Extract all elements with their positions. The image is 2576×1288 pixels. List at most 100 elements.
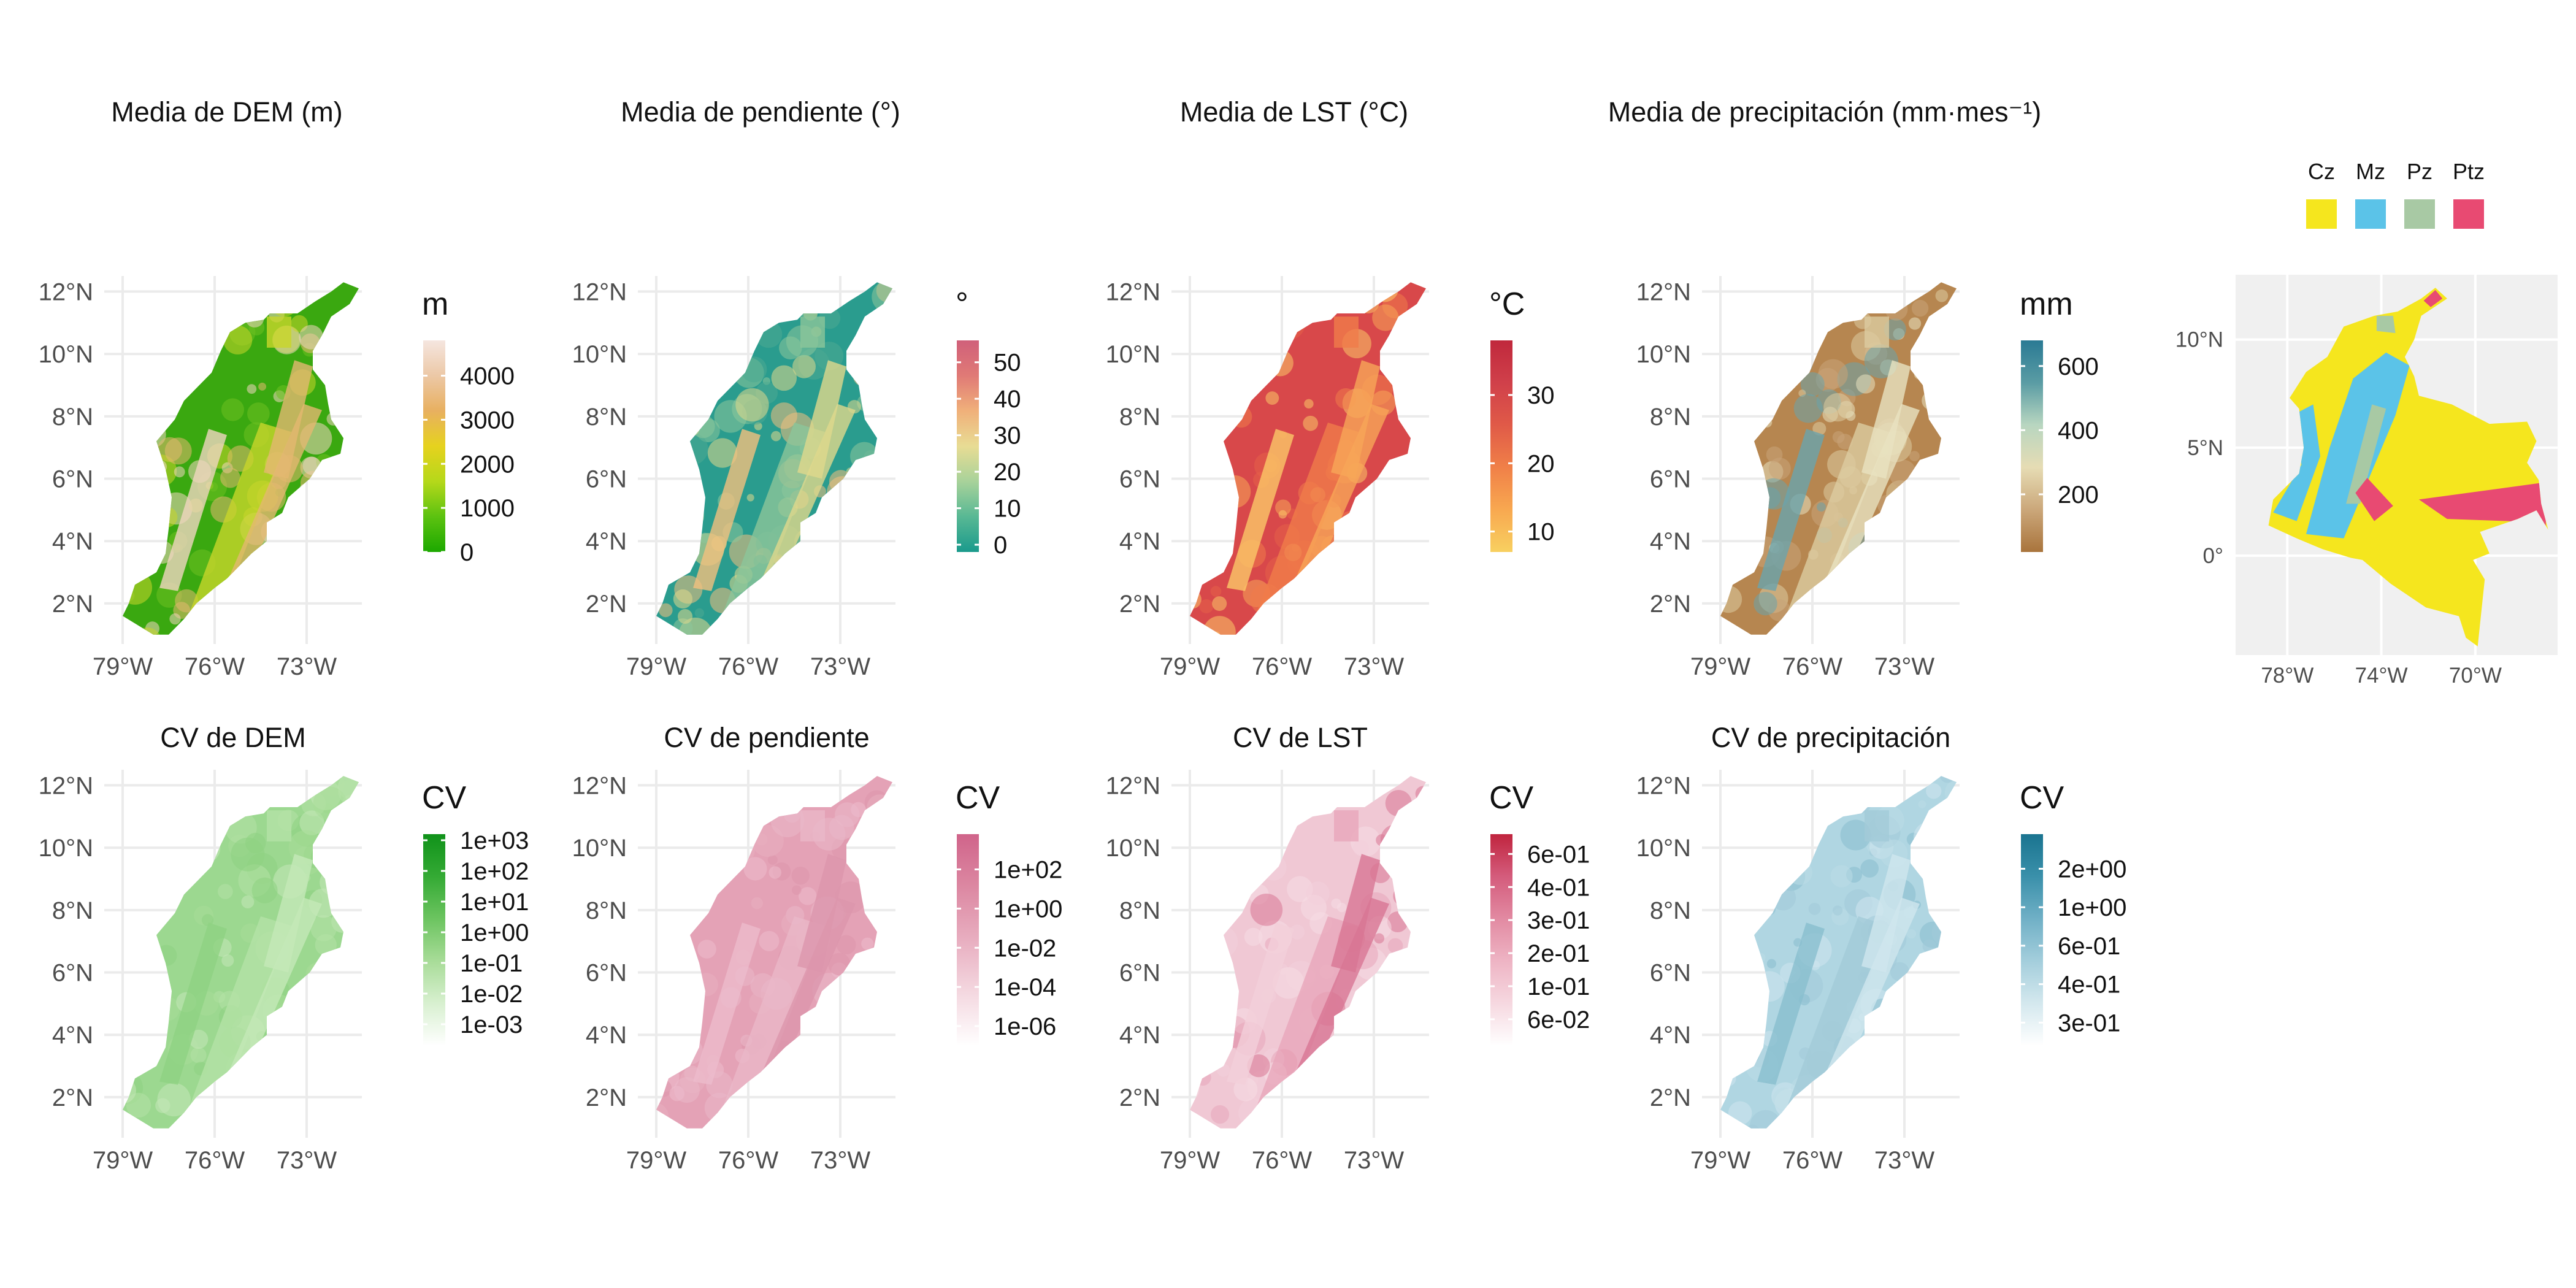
map-texture [1273, 967, 1305, 999]
map-texture [1720, 946, 1721, 979]
era-pz-area [2346, 404, 2386, 504]
map-texture [1720, 375, 1734, 398]
map-texture [1411, 1100, 1426, 1129]
map-texture [1722, 313, 1741, 334]
map-texture [224, 302, 234, 312]
y-tick-label: 2°N [1119, 591, 1160, 618]
map-texture [1379, 994, 1397, 1010]
map-texture [1729, 1045, 1738, 1054]
map-texture [1287, 876, 1313, 902]
panel-title: Media de precipitación (mm·mes⁻¹) [1608, 96, 2041, 128]
legend-tick-label: 20 [994, 459, 1021, 486]
map-texture [326, 412, 340, 426]
map-texture [295, 555, 307, 567]
map-texture [637, 938, 655, 956]
map-texture [1392, 826, 1426, 861]
map-texture [201, 616, 236, 635]
map-range-band [1785, 916, 1889, 1122]
map-texture [1862, 294, 1876, 308]
map-texture [123, 807, 148, 833]
map-texture [325, 603, 347, 625]
x-tick-label: 79°W [1160, 653, 1220, 680]
map-texture [1346, 776, 1357, 784]
map-texture [1202, 392, 1213, 403]
inset-y-tick-label: 5°N [2187, 436, 2223, 460]
map-texture [160, 776, 181, 790]
map-texture [1391, 522, 1424, 554]
map-texture [345, 932, 359, 947]
map-texture [1254, 827, 1283, 856]
y-tick-label: 8°N [1650, 404, 1691, 431]
map-texture [1698, 1051, 1711, 1065]
map-texture [1260, 854, 1287, 881]
map-texture [682, 419, 700, 437]
map-texture [722, 804, 749, 832]
map-texture [169, 613, 181, 625]
map-texture [1193, 321, 1221, 349]
map-texture [1191, 1130, 1203, 1143]
map-range-band [1254, 916, 1359, 1122]
map-texture [1272, 307, 1306, 340]
map-texture [1720, 1041, 1722, 1063]
colorbar-legend: mm 200 400 600 [2020, 286, 2099, 552]
map-texture [838, 585, 871, 618]
map-range-band [1785, 423, 1889, 629]
map-texture [671, 776, 700, 803]
map-texture [1217, 475, 1251, 508]
raster-map [123, 282, 359, 635]
map-texture [1757, 383, 1779, 407]
map-texture [1213, 776, 1245, 789]
map-texture [877, 929, 888, 939]
map-texture [746, 494, 754, 502]
y-tick-label: 2°N [52, 591, 93, 618]
map-texture [741, 356, 767, 383]
x-tick-label: 73°W [277, 1147, 337, 1174]
map-texture [749, 788, 757, 796]
map-texture [255, 1106, 285, 1129]
raster-map [637, 282, 892, 635]
map-texture [1229, 282, 1255, 301]
map-texture [164, 437, 192, 465]
map-texture [1351, 515, 1359, 523]
map-texture [1884, 282, 1912, 292]
map-texture [1696, 886, 1712, 903]
map-texture [872, 282, 892, 313]
panel-lst-cv: CV de LST 79°W 76°W 73°W 2°N 4°N 6°N 8°N 10°N 12°… [1106, 722, 1590, 1174]
map-texture [735, 388, 769, 422]
map-texture [837, 935, 856, 955]
map-texture [1354, 624, 1384, 635]
map-texture [1935, 289, 1949, 302]
map-range-band [693, 922, 761, 1085]
map-texture [1289, 1088, 1311, 1110]
map-texture [1190, 590, 1202, 609]
legend-tick-label: 1e-01 [1527, 973, 1590, 1000]
map-texture [136, 518, 154, 536]
y-tick-label: 12°N [39, 772, 93, 799]
map-texture [637, 596, 650, 608]
map-texture [710, 797, 719, 807]
map-texture [1326, 284, 1339, 297]
map-texture [1698, 451, 1715, 467]
map-texture [1406, 367, 1424, 384]
map-texture [1766, 287, 1784, 304]
x-tick-label: 79°W [626, 1147, 686, 1174]
map-texture [799, 887, 817, 905]
map-texture [865, 348, 892, 377]
map-texture [164, 328, 193, 355]
legend-title: CV [956, 780, 1000, 816]
map-texture [872, 586, 892, 611]
map-texture [732, 323, 741, 331]
x-tick-label: 76°W [718, 1147, 778, 1174]
legend-title: CV [422, 780, 467, 816]
map-texture [123, 524, 147, 555]
map-texture [1843, 1071, 1861, 1089]
map-texture [697, 854, 707, 863]
map-texture [1337, 1042, 1360, 1065]
map-texture [320, 1027, 338, 1045]
map-texture [672, 384, 703, 415]
map-texture [770, 431, 781, 442]
map-texture [1823, 776, 1841, 780]
map-texture [1196, 438, 1208, 450]
map-texture [1250, 894, 1283, 926]
map-texture [1890, 962, 1909, 981]
